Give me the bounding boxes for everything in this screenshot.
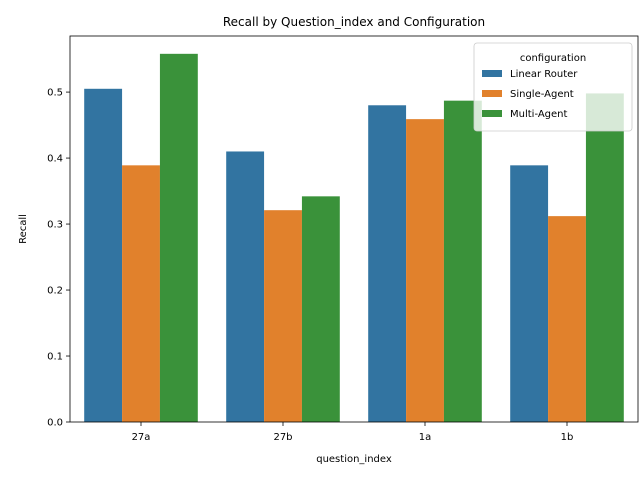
x-tick-label: 1b [561,432,574,443]
x-axis-label: question_index [316,454,392,465]
bar-27a-single-agent [122,165,160,422]
bar-27b-single-agent [264,210,302,422]
legend: configuration Linear Router Single-Agent M… [473,42,633,132]
bar-1a-linear-router [368,105,407,422]
bar-27b-multi-agent [301,196,340,422]
bar-1b-linear-router [510,165,549,422]
legend-label: Multi-Agent [510,109,568,120]
y-axis-label: Recall [18,214,29,244]
bar-1a-single-agent [406,119,444,422]
bar-1b-single-agent [548,216,586,422]
bars-layer [84,53,624,422]
legend-swatch [482,70,502,77]
legend-title: configuration [520,53,586,64]
legend-swatch [482,110,502,117]
y-tick-label: 0.0 [47,418,63,429]
x-axis-ticks: 27a 27b 1a 1b [132,422,574,443]
y-axis-ticks: 0.0 0.1 0.2 0.3 0.4 0.5 [47,88,70,429]
x-tick-label: 1a [419,432,432,443]
legend-label: Linear Router [510,69,578,80]
y-tick-label: 0.5 [47,88,63,99]
y-tick-label: 0.4 [47,154,63,165]
bar-27a-multi-agent [159,53,198,422]
x-tick-label: 27a [132,432,151,443]
legend-swatch [482,90,502,97]
bar-27a-linear-router [84,88,123,422]
y-tick-label: 0.2 [47,286,63,297]
y-tick-label: 0.1 [47,352,63,363]
x-tick-label: 27b [273,432,292,443]
chart-title: Recall by Question_index and Configurati… [223,15,485,29]
plot-frame [69,35,639,423]
axes-layer [69,35,639,423]
legend-label: Single-Agent [510,89,574,100]
bar-1b-multi-agent [585,93,624,422]
bar-1a-multi-agent [443,100,482,422]
y-tick-label: 0.3 [47,220,63,231]
bar-27b-linear-router [226,151,265,422]
legend-frame [473,42,633,132]
